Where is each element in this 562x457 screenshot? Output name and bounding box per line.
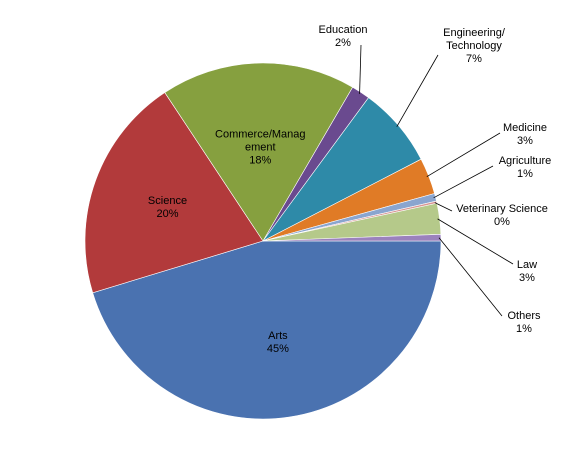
pie-slice-commerce-management [164,62,354,242]
slice-percent-label: 1% [517,168,533,180]
leader-line [426,132,501,178]
slice-label: Medicine 3% [503,122,547,147]
slice-percent-label: 1% [516,323,532,335]
slice-percent-label: 7% [466,53,482,65]
slice-percent-label: 45% [267,343,289,355]
leader-line [396,54,439,127]
leader-line [434,202,453,212]
leader-line [359,44,362,94]
slice-name-label: Law [517,259,537,271]
leader-lines [359,44,514,317]
slice-percent-label: 3% [517,135,533,147]
slice-percent-label: 20% [156,208,178,220]
slice-name-label: Commerce/Manag [215,129,305,141]
slice-labels: Arts 45% Science 20% Commerce/Manag ement 18% E… [148,24,551,355]
slice-name-label: Veterinary Science [456,203,548,215]
slice-label: Veterinary Science 0% [456,203,548,228]
leader-line [433,165,494,199]
slice-name-label: ement [245,142,276,154]
slice-label: Engineering/Technology 7% [443,27,506,65]
slice-name-label: Technology [446,40,502,52]
pie-slice-others [262,233,442,242]
slice-name-label: Arts [268,330,288,342]
slice-percent-label: 18% [249,155,271,167]
slice-label: Science 20% [148,195,187,220]
pie-slice-arts [92,240,442,420]
slice-label: Agriculture 1% [499,155,552,180]
slice-name-label: Others [507,310,541,322]
slice-label: Education 2% [319,24,368,49]
slice-label: Others 1% [507,310,541,335]
pie-slice-science [84,92,264,294]
slice-percent-label: 2% [335,37,351,49]
slice-name-label: Medicine [503,122,547,134]
slice-label: Law 3% [517,259,537,284]
slice-percent-label: 0% [494,216,510,228]
slice-label: Arts 45% [267,330,289,355]
leader-line [437,218,514,265]
slice-label: Commerce/Manag ement 18% [215,129,305,167]
slice-name-label: Agriculture [499,155,552,167]
slice-name-label: Engineering/ [443,27,506,39]
slice-percent-label: 3% [519,272,535,284]
slice-name-label: Education [319,24,368,36]
pie-slices [84,62,442,420]
leader-line [438,237,503,317]
slice-name-label: Science [148,195,187,207]
